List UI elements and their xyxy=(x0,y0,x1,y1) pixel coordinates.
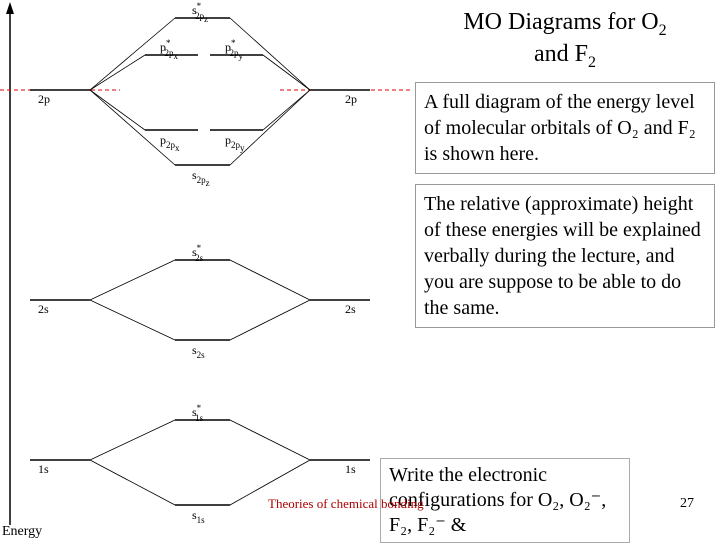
paragraph-2: The relative (approximate) height of the… xyxy=(415,184,715,328)
label-pi-star-2py: p*2py xyxy=(225,38,244,61)
tie-l-pistar xyxy=(90,55,145,90)
label-sigma-1s: s1s xyxy=(192,508,205,525)
label-pi-2px: p2px xyxy=(160,133,180,153)
label-pi-2py: p2py xyxy=(225,133,245,153)
tie-r-sigma2pz xyxy=(230,90,310,165)
title-part2: and F xyxy=(534,41,588,67)
tie-r-sigma2s xyxy=(230,300,310,340)
title-part1: MO Diagrams for O xyxy=(463,9,658,35)
title-sub2: 2 xyxy=(588,54,596,71)
tie-l-s2pz xyxy=(90,18,175,90)
tie-r-s1s-star xyxy=(230,420,310,460)
label-2s-right: 2s xyxy=(345,302,356,316)
label-2p-right: 2p xyxy=(345,92,357,106)
label-sigma-2s: s2s xyxy=(192,343,205,360)
label-1s-left: 1s xyxy=(38,462,49,476)
tie-r-pi xyxy=(263,90,310,130)
tie-l-sigma1s xyxy=(90,460,175,505)
mo-diagram-svg: 2p 2p s*2pz p*2px p*2py p2px p2py xyxy=(0,0,410,540)
tie-l-s1s-star xyxy=(90,420,175,460)
page-title: MO Diagrams for O2 and F2 xyxy=(415,8,715,72)
label-pi-star-2px: p*2px xyxy=(160,38,179,61)
tie-l-sigma2s xyxy=(90,300,175,340)
label-sigma-2pz: s2pz xyxy=(192,168,210,188)
label-2p-left: 2p xyxy=(38,92,50,106)
footer-caption: Theories of chemical bonding xyxy=(268,496,424,512)
label-2s-left: 2s xyxy=(38,302,49,316)
energy-axis-label: Energy xyxy=(2,524,42,540)
title-sub1: 2 xyxy=(659,22,667,39)
tie-r-s2s-star xyxy=(230,260,310,300)
energy-axis-arrow xyxy=(6,2,14,14)
paragraph-1: A full diagram of the energy level of mo… xyxy=(415,82,715,174)
tie-r-pistar xyxy=(263,55,310,90)
page-number: 27 xyxy=(680,496,694,512)
tie-l-pi xyxy=(90,90,145,130)
label-1s-right: 1s xyxy=(345,462,356,476)
tie-l-sigma2pz xyxy=(90,90,175,165)
mo-diagram-area: 2p 2p s*2pz p*2px p*2py p2px p2py xyxy=(0,0,410,540)
label-sigma-star-2pz: s*2pz xyxy=(192,1,208,24)
tie-l-s2s-star xyxy=(90,260,175,300)
